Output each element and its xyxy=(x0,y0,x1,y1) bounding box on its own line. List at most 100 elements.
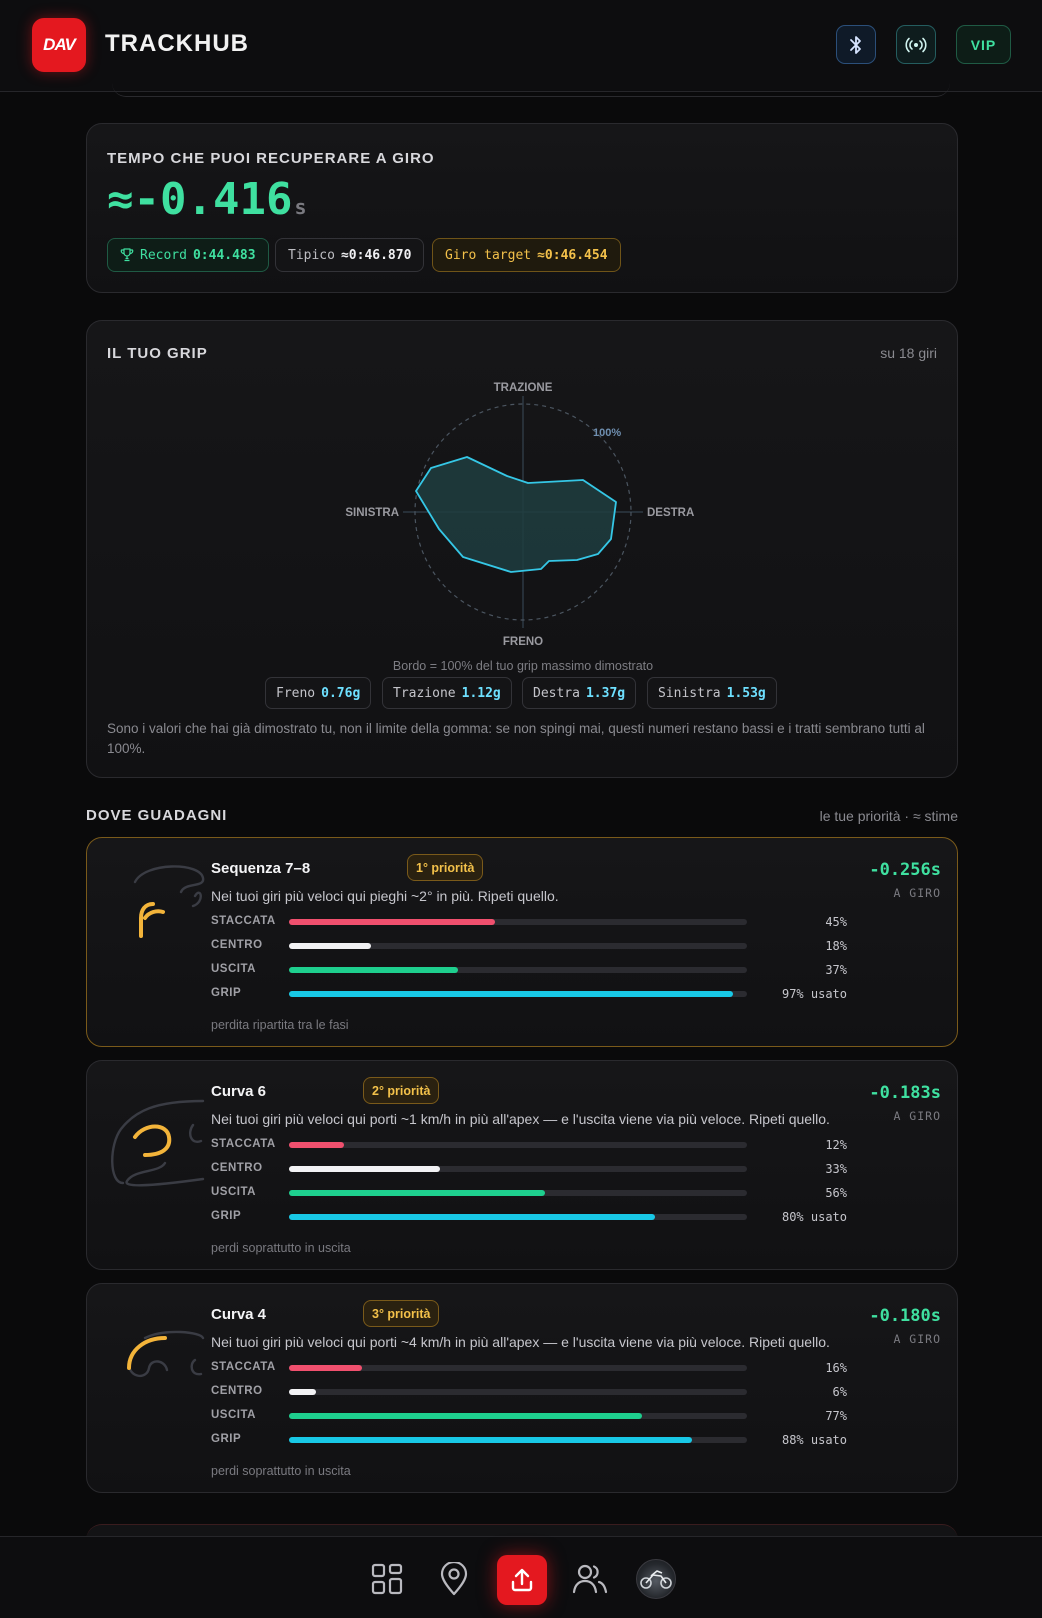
brand-logo[interactable]: DAV xyxy=(32,18,86,72)
chip-value: 0.76g xyxy=(321,685,361,701)
grip-title: IL TUO GRIP xyxy=(107,345,208,362)
recover-title: TEMPO CHE PUOI RECUPERARE A GIRO xyxy=(107,150,435,167)
grip-bar-track xyxy=(289,1214,747,1220)
corner-name: Curva 4 xyxy=(211,1306,267,1323)
grip-note: Bordo = 100% del tuo grip massimo dimost… xyxy=(392,659,654,673)
corner-gain: -0.256s xyxy=(869,860,941,880)
typical-pill: Tipico ≈0:46.870 xyxy=(275,238,425,272)
app-header: DAV TRACKHUB VIP xyxy=(0,0,1042,92)
corner-footer: perdi soprattutto in uscita xyxy=(211,1241,351,1255)
phase-percent: 45% xyxy=(825,915,847,929)
brake-bar-track xyxy=(289,1365,747,1371)
phase-row-grip-bar: GRIP 97% usato xyxy=(211,986,847,1002)
corner-track-map-icon xyxy=(127,1330,205,1377)
chip-label: Trazione xyxy=(393,685,456,701)
corner-gain-label: A GIRO xyxy=(893,1332,941,1346)
phase-label: USCITA xyxy=(211,1409,256,1421)
mid-corner-bar-track xyxy=(289,943,747,949)
phase-row-brake-bar: STACCATA 45% xyxy=(211,914,847,930)
phase-percent: 88% usato xyxy=(781,1433,847,1447)
corner-card[interactable]: Curva 4 3° priorità Nei tuoi giri più ve… xyxy=(86,1283,958,1493)
target-label: Giro target xyxy=(445,247,532,263)
corner-gain-label: A GIRO xyxy=(893,886,941,900)
corner-card[interactable]: Curva 6 2° priorità Nei tuoi giri più ve… xyxy=(86,1060,958,1270)
grip-bar-track xyxy=(289,991,747,997)
phase-label: GRIP xyxy=(211,1210,242,1222)
phase-row-brake-bar: STACCATA 16% xyxy=(211,1360,847,1376)
nav-tracks[interactable] xyxy=(432,1557,476,1601)
phase-row-mid-corner-bar: CENTRO 18% xyxy=(211,938,847,954)
exit-bar-fill xyxy=(289,967,459,973)
grip-bar-fill xyxy=(289,991,734,997)
phase-label: CENTRO xyxy=(211,1162,263,1174)
exit-bar-track xyxy=(289,967,747,973)
bottom-navigation xyxy=(0,1536,1042,1618)
phase-row-grip-bar: GRIP 88% usato xyxy=(211,1432,847,1448)
logo-text: DAV xyxy=(43,35,76,54)
radar-ring-label: 100% xyxy=(593,427,621,439)
mid-corner-bar-fill xyxy=(289,1389,317,1395)
phase-row-exit-bar: USCITA 37% xyxy=(211,962,847,978)
phase-percent: 33% xyxy=(825,1162,847,1176)
mid-corner-bar-track xyxy=(289,1389,747,1395)
record-value: 0:44.483 xyxy=(192,247,256,263)
nav-profile-avatar[interactable] xyxy=(636,1559,676,1599)
trophy-icon xyxy=(120,248,134,262)
corner-card[interactable]: Sequenza 7–8 1° priorità Nei tuoi giri p… xyxy=(86,837,958,1047)
nav-community[interactable] xyxy=(568,1557,612,1601)
corner-description: Nei tuoi giri più veloci qui porti ~4 km… xyxy=(211,1334,830,1350)
mid-corner-bar-fill xyxy=(289,943,372,949)
exit-bar-fill xyxy=(289,1190,546,1196)
chip-label: Destra xyxy=(533,685,580,701)
phase-row-exit-bar: USCITA 56% xyxy=(211,1185,847,1201)
chip-value: 1.12g xyxy=(461,685,501,701)
phase-row-exit-bar: USCITA 77% xyxy=(211,1408,847,1424)
phase-row-mid-corner-bar: CENTRO 33% xyxy=(211,1161,847,1177)
vip-button[interactable]: VIP xyxy=(956,25,1011,64)
brake-bar-fill xyxy=(289,919,496,925)
target-lap-pill: Giro target ≈0:46.454 xyxy=(432,238,621,272)
recoverable-time-card: TEMPO CHE PUOI RECUPERARE A GIRO ≈-0.416… xyxy=(86,123,958,293)
mid-corner-bar-fill xyxy=(289,1166,441,1172)
exit-bar-track xyxy=(289,1413,747,1419)
corner-description: Nei tuoi giri più veloci qui porti ~1 km… xyxy=(211,1111,830,1127)
phase-label: CENTRO xyxy=(211,939,263,951)
previous-card-edge xyxy=(112,70,950,97)
record-pill: Record 0:44.483 xyxy=(107,238,269,272)
brake-bar-fill xyxy=(289,1365,363,1371)
grip-card: IL TUO GRIP su 18 giri TRAZIONE FRENO SI… xyxy=(86,320,958,778)
corner-name: Curva 6 xyxy=(211,1083,267,1100)
phase-row-brake-bar: STACCATA 12% xyxy=(211,1137,847,1153)
grip-subtitle: su 18 giri xyxy=(880,345,937,361)
corner-gain-label: A GIRO xyxy=(893,1109,941,1123)
grip-radar-chart: TRAZIONE FRENO SINISTRA DESTRA 100% xyxy=(345,382,694,648)
corner-gain: -0.183s xyxy=(869,1083,941,1103)
chip-value: 1.37g xyxy=(585,685,626,701)
bluetooth-button[interactable] xyxy=(836,25,876,64)
radar-grip-shape xyxy=(415,456,617,573)
radio-broadcast-icon xyxy=(905,37,927,52)
nav-upload[interactable] xyxy=(497,1555,547,1605)
corner-track-map-icon xyxy=(133,865,205,938)
gains-section-subtitle: le tue priorità · ≈ stime xyxy=(819,808,958,824)
corner-name: Sequenza 7–8 xyxy=(211,860,311,877)
priority-badge: 3° priorità xyxy=(363,1300,440,1327)
phase-percent: 97% usato xyxy=(781,987,847,1001)
chip-value: 1.53g xyxy=(726,685,766,701)
typical-label: Tipico xyxy=(288,247,335,263)
corner-footer: perdita ripartita tra le fasi xyxy=(211,1018,349,1032)
typical-value: ≈0:46.870 xyxy=(340,247,412,263)
upload-icon xyxy=(511,1568,533,1592)
radar-label-right: DESTRA xyxy=(647,507,694,519)
chip-label: Freno xyxy=(276,685,316,701)
grip-description: Sono i valori che hai già dimostrato tu,… xyxy=(107,721,925,756)
phase-percent: 12% xyxy=(825,1138,847,1152)
dashboard-icon xyxy=(371,1563,403,1595)
radar-label-top: TRAZIONE xyxy=(494,382,553,394)
phase-percent: 37% xyxy=(825,963,847,977)
nav-dashboard[interactable] xyxy=(365,1557,409,1601)
phase-percent: 18% xyxy=(825,939,847,953)
phase-label: CENTRO xyxy=(211,1385,263,1397)
live-broadcast-button[interactable] xyxy=(896,25,936,64)
brake-bar-fill xyxy=(289,1142,344,1148)
